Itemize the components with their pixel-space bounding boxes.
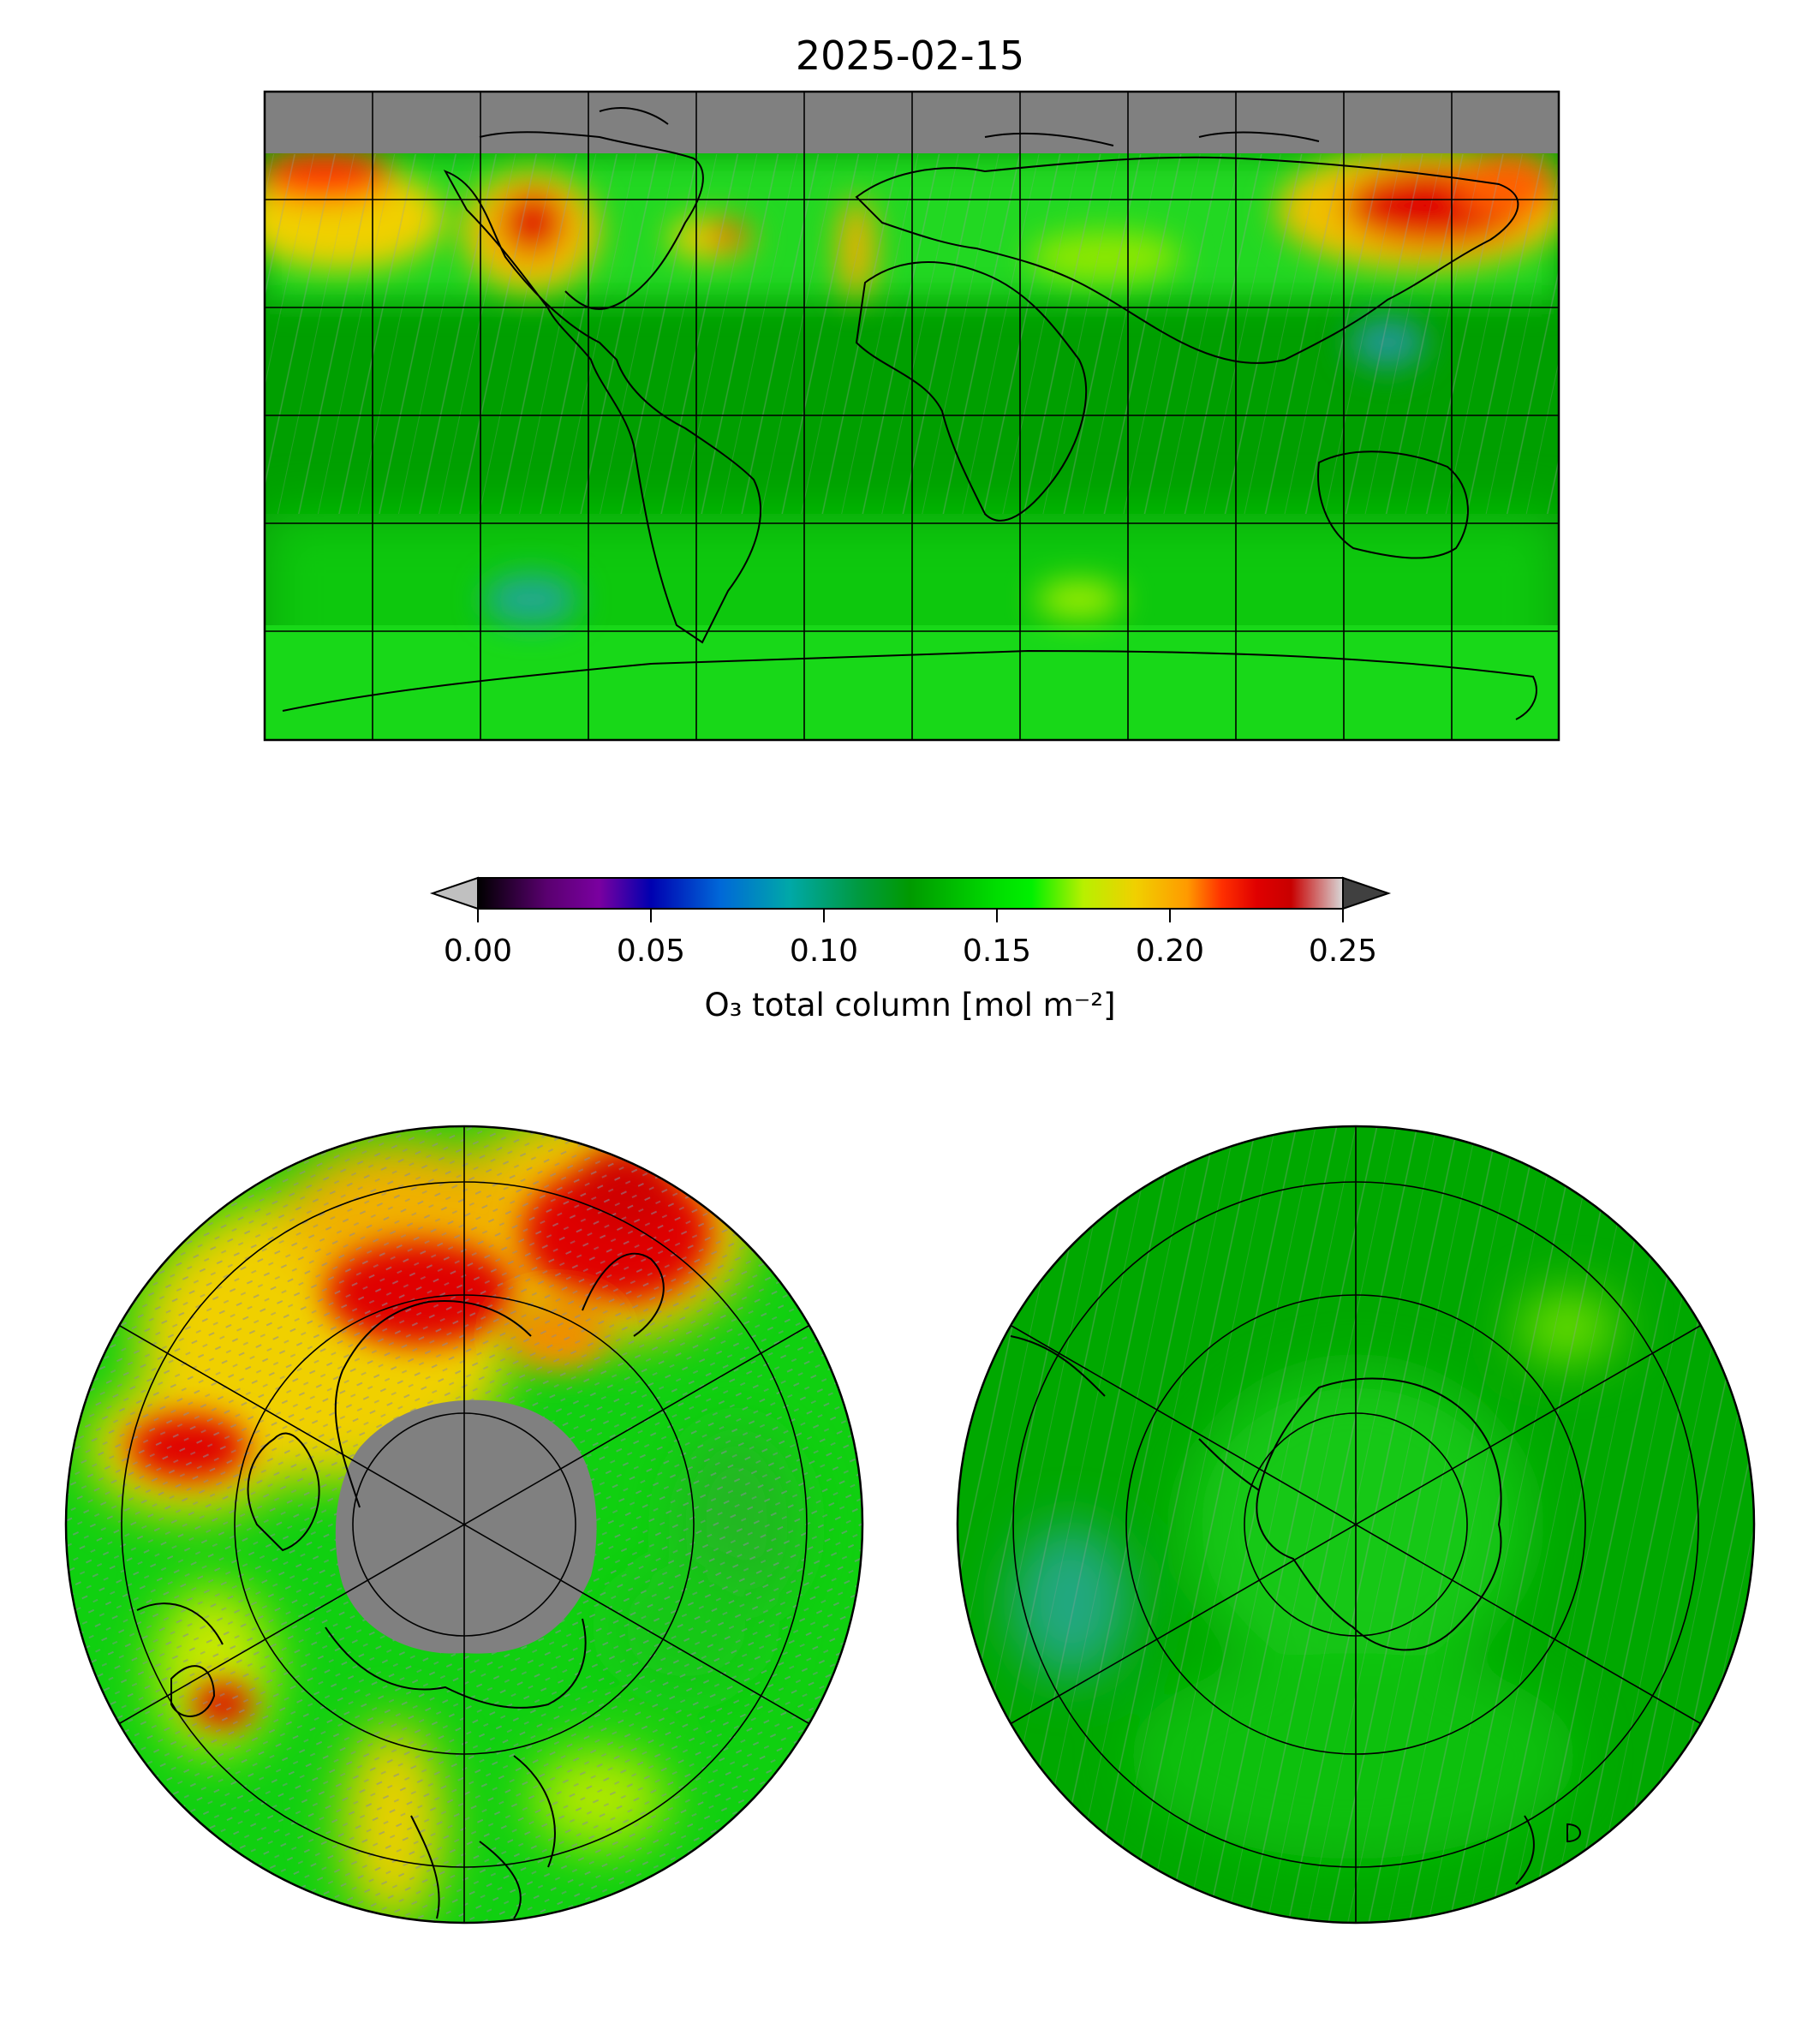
- colorbar-tick-label: 0.00: [443, 934, 513, 969]
- global-map: [263, 90, 1560, 742]
- colorbar: [429, 876, 1392, 922]
- colorbar-tick-label: 0.15: [962, 934, 1032, 969]
- north-no-data-cap: [335, 1399, 597, 1654]
- figure-title: 2025-02-15: [795, 33, 1025, 79]
- colorbar-tick-label: 0.20: [1135, 934, 1205, 969]
- colorbar-tick-label: 0.25: [1308, 934, 1378, 969]
- colorbar-tick-label: 0.05: [616, 934, 686, 969]
- north-coastlines: [136, 1252, 665, 1919]
- south-map-frame: [956, 1125, 1756, 1925]
- colorbar-tick-label: 0.10: [789, 934, 859, 969]
- south-gridlines: [1011, 1126, 1701, 1923]
- colorbar-gradient: [478, 878, 1343, 909]
- colorbar-over-extension: [1342, 876, 1392, 910]
- colorbar-ticks: [477, 909, 1344, 922]
- global-coastlines: [282, 106, 1537, 720]
- north-map-frame: [64, 1125, 864, 1925]
- global-gridlines: [265, 92, 1559, 740]
- north-polar-map: [64, 1125, 864, 1925]
- colorbar-label: O₃ total column [mol m⁻²]: [704, 987, 1116, 1023]
- south-polar-map: [956, 1125, 1756, 1925]
- north-gridlines: [119, 1126, 809, 1923]
- global-map-frame: [263, 90, 1560, 742]
- colorbar-under-extension: [429, 876, 479, 910]
